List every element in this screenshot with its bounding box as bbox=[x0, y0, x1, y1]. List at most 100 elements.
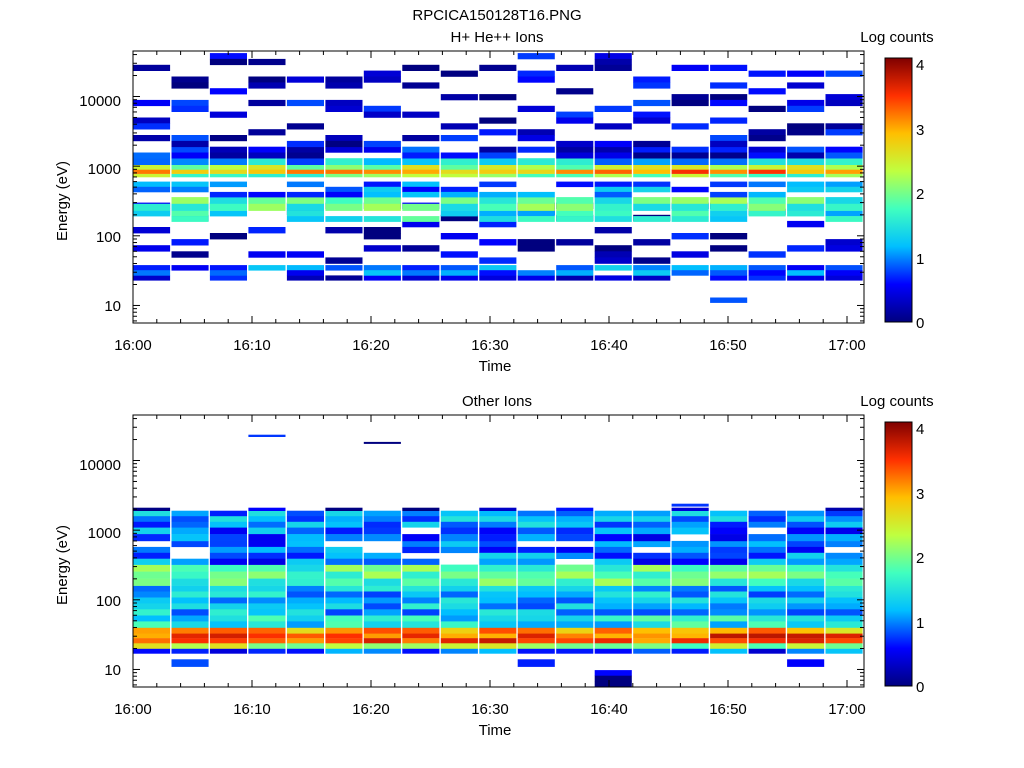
heatmap-cell bbox=[633, 173, 671, 178]
heatmap-cell bbox=[517, 591, 555, 598]
heatmap-cell bbox=[440, 164, 478, 170]
heatmap-cell bbox=[825, 210, 863, 217]
heatmap-cell bbox=[748, 152, 786, 159]
heatmap-cell bbox=[440, 627, 478, 634]
heatmap-cell bbox=[556, 578, 594, 586]
heatmap-cell bbox=[633, 265, 671, 271]
heatmap-cell bbox=[748, 643, 786, 649]
heatmap-cell bbox=[671, 571, 709, 579]
heatmap-cell bbox=[286, 527, 324, 535]
heatmap-cell bbox=[748, 191, 786, 198]
heatmap-cell bbox=[402, 191, 440, 198]
heatmap-cell bbox=[209, 621, 247, 628]
heatmap-cell bbox=[556, 216, 594, 222]
heatmap-cell bbox=[594, 257, 632, 264]
heatmap-cell bbox=[402, 564, 440, 572]
heatmap-cell bbox=[710, 643, 748, 649]
heatmap-cell bbox=[671, 64, 709, 71]
heatmap-cell bbox=[633, 216, 671, 222]
heatmap-cell bbox=[671, 503, 709, 507]
heatmap-cell bbox=[325, 216, 363, 222]
heatmap-cell bbox=[286, 603, 324, 610]
heatmap-cell bbox=[556, 638, 594, 644]
heatmap-cell bbox=[363, 169, 401, 174]
heatmap-cell bbox=[171, 591, 209, 598]
heatmap-cell bbox=[479, 534, 517, 542]
heatmap-cell bbox=[825, 558, 863, 565]
heatmap-cell bbox=[517, 643, 555, 649]
heatmap-cell bbox=[594, 571, 632, 579]
heatmap-cell bbox=[325, 571, 363, 579]
heatmap-cell bbox=[402, 591, 440, 598]
heatmap-cell bbox=[787, 197, 825, 205]
heatmap-cell bbox=[133, 64, 171, 71]
colorbar-tick-label: 1 bbox=[916, 615, 924, 632]
heatmap-cell bbox=[787, 603, 825, 610]
heatmap-cell bbox=[325, 135, 363, 142]
heatmap-cell bbox=[825, 603, 863, 610]
heatmap-cell bbox=[440, 251, 478, 258]
heatmap-cell bbox=[517, 210, 555, 217]
heatmap-cell bbox=[517, 169, 555, 174]
heatmap-cell bbox=[825, 638, 863, 644]
heatmap-cell bbox=[748, 578, 786, 586]
heatmap-cell bbox=[171, 135, 209, 142]
heatmap-cell bbox=[517, 146, 555, 153]
heatmap-cell bbox=[363, 270, 401, 276]
y-tick-label: 10 bbox=[104, 298, 121, 315]
heatmap-cell bbox=[133, 564, 171, 572]
heatmap-cell bbox=[171, 540, 209, 548]
heatmap-cell bbox=[556, 197, 594, 205]
heatmap-cell bbox=[556, 146, 594, 153]
heatmap-cell bbox=[325, 203, 363, 211]
heatmap-cell bbox=[171, 158, 209, 165]
heatmap-cell bbox=[402, 540, 440, 548]
heatmap-cell bbox=[825, 552, 863, 559]
heatmap-cell bbox=[710, 82, 748, 89]
heatmap-cell bbox=[710, 633, 748, 639]
heatmap-cell bbox=[209, 648, 247, 654]
heatmap-cell bbox=[594, 615, 632, 622]
heatmap-cell bbox=[325, 546, 363, 554]
heatmap-cell bbox=[286, 181, 324, 188]
heatmap-cell bbox=[286, 270, 324, 276]
heatmap-cell bbox=[479, 571, 517, 579]
heatmap-cell bbox=[633, 257, 671, 264]
y-axis-label: Energy (eV) bbox=[54, 161, 71, 241]
heatmap-cell bbox=[787, 578, 825, 586]
heatmap-cell bbox=[787, 609, 825, 616]
heatmap-cell bbox=[710, 638, 748, 644]
heatmap-cell bbox=[748, 534, 786, 542]
heatmap-cell bbox=[325, 257, 363, 264]
heatmap-cell bbox=[671, 203, 709, 211]
colorbar-tick-label: 1 bbox=[916, 251, 924, 268]
heatmap-cell bbox=[402, 203, 440, 211]
heatmap-cell bbox=[325, 510, 363, 517]
heatmap-cell bbox=[248, 621, 286, 628]
heatmap-cell bbox=[209, 510, 247, 517]
heatmap-cell bbox=[209, 169, 247, 174]
heatmap-cell bbox=[402, 633, 440, 639]
heatmap-cell bbox=[479, 158, 517, 165]
heatmap-cell bbox=[479, 164, 517, 170]
heatmap-cell bbox=[748, 633, 786, 639]
heatmap-cell bbox=[710, 603, 748, 610]
heatmap-cell bbox=[556, 158, 594, 165]
heatmap-cell bbox=[133, 558, 171, 565]
heatmap-cell bbox=[556, 88, 594, 95]
heatmap-cell bbox=[286, 571, 324, 579]
heatmap-cell bbox=[363, 216, 401, 222]
heatmap-cell bbox=[825, 152, 863, 159]
heatmap-cell bbox=[171, 648, 209, 654]
heatmap-cell bbox=[248, 534, 286, 542]
heatmap-cell bbox=[248, 191, 286, 198]
heatmap-cell bbox=[133, 210, 171, 217]
heatmap-cell bbox=[671, 615, 709, 622]
heatmap-cell bbox=[594, 534, 632, 542]
heatmap-cell bbox=[517, 239, 555, 246]
heatmap-cell bbox=[748, 516, 786, 522]
heatmap-cell bbox=[633, 99, 671, 107]
y-tick-label: 10000 bbox=[79, 457, 121, 474]
colorbar-tick-label: 0 bbox=[916, 315, 924, 332]
heatmap-cell bbox=[248, 251, 286, 258]
